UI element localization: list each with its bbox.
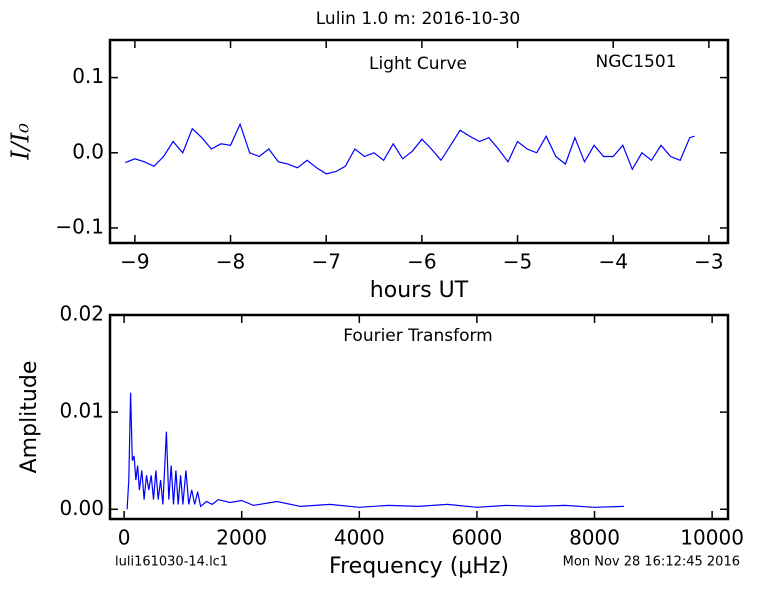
footer-date: Mon Nov 28 16:12:45 2016 (563, 555, 740, 570)
annotation: Fourier Transform (343, 326, 492, 346)
y-tick-label: 0.01 (59, 399, 104, 423)
x-tick-label: −5 (503, 250, 532, 274)
x-tick-label: −7 (311, 250, 340, 274)
x-tick-label: −3 (694, 250, 723, 274)
annotation: NGC1501 (595, 52, 676, 72)
x-tick-label: 10000 (680, 526, 744, 550)
x-axis-label: hours UT (370, 278, 469, 303)
y-tick-label: 0.00 (59, 496, 104, 520)
footer-file: luli161030-14.lc1 (115, 555, 228, 570)
x-tick-label: 2000 (216, 526, 267, 550)
y-tick-label: 0.1 (72, 64, 104, 88)
data-line (126, 392, 624, 510)
figure-title: Lulin 1.0 m: 2016-10-30 (316, 9, 521, 29)
x-tick-label: 6000 (451, 526, 502, 550)
y-tick-label: −0.1 (55, 214, 104, 238)
annotation: Light Curve (369, 54, 467, 74)
plot-frame (108, 38, 730, 245)
x-tick-label: 8000 (569, 526, 620, 550)
x-axis-label: Frequency (μHz) (329, 554, 509, 579)
y-tick-label: 0.02 (59, 302, 104, 326)
y-axis-label: Amplitude (17, 361, 42, 474)
x-tick-label: −8 (216, 250, 245, 274)
x-tick-label: −6 (407, 250, 436, 274)
y-axis-label: I/I₀ (7, 123, 35, 161)
x-tick-label: 4000 (334, 526, 385, 550)
x-tick-label: −4 (598, 250, 627, 274)
plot-frame (108, 313, 730, 521)
y-tick-label: 0.0 (72, 139, 104, 163)
x-tick-label: −9 (120, 250, 149, 274)
x-tick-label: 0 (118, 526, 131, 550)
data-line (125, 122, 695, 175)
